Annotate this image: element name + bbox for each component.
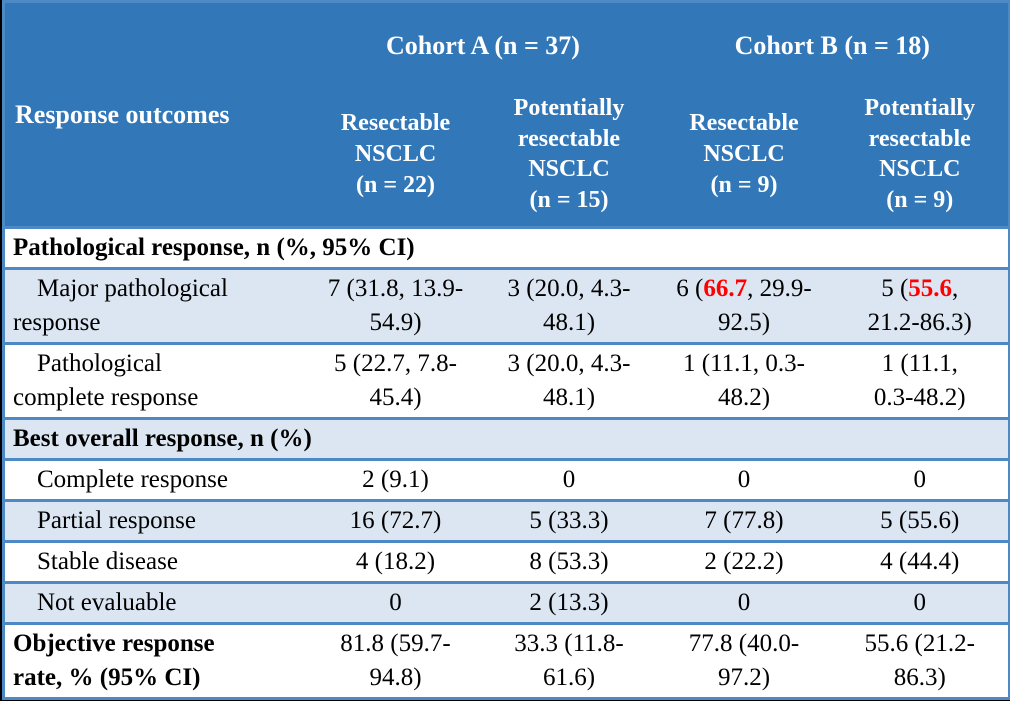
column-header-potentially-resectable-b: Potentially resectable NSCLC (n = 9) [831,87,1010,228]
table-header: Response outcomes Cohort A (n = 37) Coho… [3,1,1010,228]
value-cell: 81.8 (59.7- 94.8) [309,622,482,700]
row-label: Major pathological response [3,267,310,345]
table-row-objective-response-rate: Objective response rate, % (95% CI) 81.8… [3,622,1010,700]
section-row-pathological-response: Pathological response, n (%, 95% CI) [3,226,1010,270]
value-cell: 4 (18.2) [309,540,482,584]
value-cell: 8 (53.3) [481,540,657,584]
highlighted-value: 66.7 [703,275,748,302]
value-cell: 3 (20.0, 4.3- 48.1) [481,342,657,420]
row-label: Partial response [3,499,310,543]
row-label: Stable disease [3,540,310,584]
value-cell: 0 [481,458,657,502]
value-cell: 33.3 (11.8- 61.6) [481,622,657,700]
section-label: Best overall response, n (%) [3,417,1010,461]
table-row-pathological-complete-response: Pathological complete response 5 (22.7, … [3,342,1010,420]
value-cell: 3 (20.0, 4.3- 48.1) [481,267,657,345]
cohort-a-header: Cohort A (n = 37) [309,1,657,88]
subcolumn-header-row: Resectable NSCLC (n = 22) Potentially re… [4,87,1010,228]
value-cell: 0 [309,581,482,625]
value-cell: 55.6 (21.2- 86.3) [831,622,1010,700]
value-cell: 0 [831,581,1010,625]
table-row-partial-response: Partial response 16 (72.7) 5 (33.3) 7 (7… [3,499,1010,543]
corner-header-response-outcomes: Response outcomes [3,1,310,228]
highlighted-value: 55.6 [908,275,953,302]
value-cell: 7 (31.8, 13.9- 54.9) [309,267,482,345]
column-header-resectable-b: Resectable NSCLC (n = 9) [656,87,832,228]
table-row-stable-disease: Stable disease 4 (18.2) 8 (53.3) 2 (22.2… [3,540,1010,584]
value-cell: 0 [656,458,832,502]
value-cell: 1 (11.1, 0.3-48.2) [831,342,1010,420]
table-row-major-pathological-response: Major pathological response 7 (31.8, 13.… [3,267,1010,345]
value-cell: 1 (11.1, 0.3- 48.2) [656,342,832,420]
value-prefix: 6 ( [676,275,704,302]
column-header-potentially-resectable-a: Potentially resectable NSCLC (n = 15) [481,87,657,228]
value-cell: 2 (13.3) [481,581,657,625]
value-suffix: , 21.2-86.3) [867,275,972,336]
value-cell: 2 (22.2) [656,540,832,584]
row-label: Not evaluable [3,581,310,625]
value-cell: 5 (55.6) [831,499,1010,543]
value-cell: 2 (9.1) [309,458,482,502]
value-cell: 4 (44.4) [831,540,1010,584]
table-row-not-evaluable: Not evaluable 0 2 (13.3) 0 0 [3,581,1010,625]
row-label: Objective response rate, % (95% CI) [3,622,310,700]
value-cell: 16 (72.7) [309,499,482,543]
row-label: Complete response [3,458,310,502]
value-cell: 5 (33.3) [481,499,657,543]
value-cell: 77.8 (40.0- 97.2) [656,622,832,700]
value-cell: 0 [831,458,1010,502]
value-cell: 0 [656,581,832,625]
table-row-complete-response: Complete response 2 (9.1) 0 0 0 [3,458,1010,502]
cohort-b-header: Cohort B (n = 18) [656,1,1010,88]
cohort-header-row: Response outcomes Cohort A (n = 37) Coho… [3,1,1010,228]
value-cell: 7 (77.8) [656,499,832,543]
table-body: Pathological response, n (%, 95% CI) Maj… [3,226,1010,700]
value-cell: 5 (22.7, 7.8- 45.4) [309,342,482,420]
section-row-best-overall-response: Best overall response, n (%) [3,417,1010,461]
value-suffix: , 29.9- 92.5) [717,275,812,336]
column-header-resectable-a: Resectable NSCLC (n = 22) [309,87,482,228]
value-prefix: 5 ( [881,275,909,302]
value-cell-highlighted: 5 (55.6, 21.2-86.3) [831,267,1010,345]
section-label: Pathological response, n (%, 95% CI) [3,226,1010,270]
value-cell-highlighted: 6 (66.7, 29.9- 92.5) [656,267,832,345]
row-label: Pathological complete response [3,342,310,420]
